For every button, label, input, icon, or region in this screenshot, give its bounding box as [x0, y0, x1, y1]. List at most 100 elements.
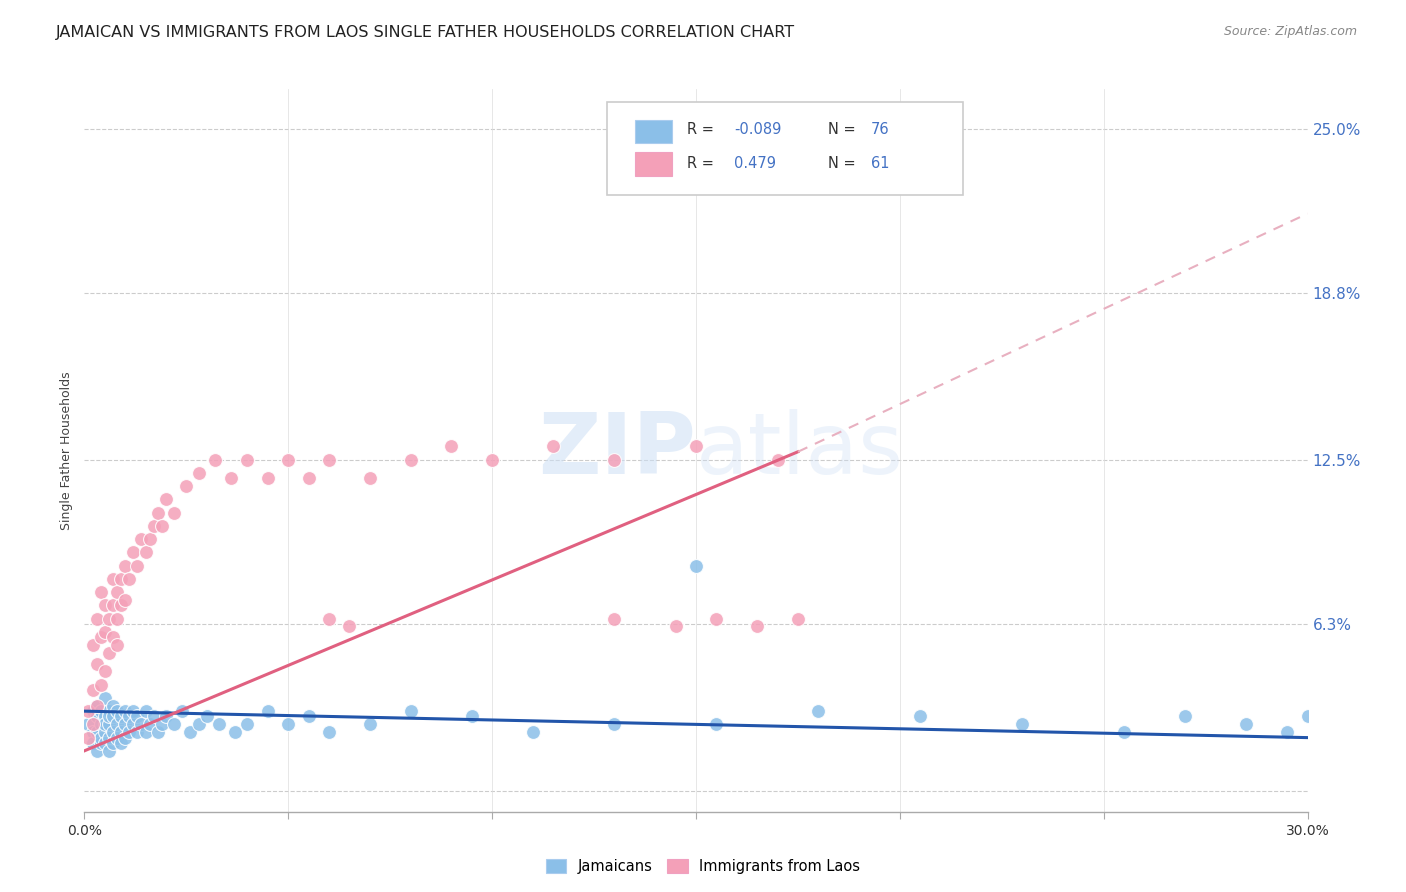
Point	[114, 593, 136, 607]
Point	[105, 731, 128, 745]
Point	[257, 471, 280, 485]
Point	[122, 545, 145, 559]
Point	[90, 678, 112, 692]
Point	[543, 440, 565, 454]
Point	[82, 736, 104, 750]
Point	[82, 638, 104, 652]
Point	[77, 704, 100, 718]
Text: Source: ZipAtlas.com: Source: ZipAtlas.com	[1223, 25, 1357, 38]
Point	[86, 698, 108, 713]
Point	[131, 717, 153, 731]
Point	[146, 725, 169, 739]
Point	[298, 471, 321, 485]
Point	[90, 736, 112, 750]
Point	[298, 709, 321, 723]
Point	[172, 704, 194, 718]
Point	[93, 665, 115, 679]
Text: R =: R =	[688, 122, 718, 137]
Point	[93, 736, 115, 750]
Point	[118, 572, 141, 586]
Point	[399, 704, 422, 718]
Point	[665, 619, 688, 633]
Point	[138, 532, 160, 546]
Point	[127, 558, 149, 573]
Point	[1011, 717, 1033, 731]
Point	[685, 440, 707, 454]
Point	[110, 736, 132, 750]
Point	[1236, 717, 1258, 731]
Point	[146, 506, 169, 520]
Point	[105, 717, 128, 731]
Point	[77, 717, 100, 731]
Point	[747, 619, 769, 633]
Point	[135, 545, 157, 559]
Point	[97, 704, 120, 718]
Point	[90, 717, 112, 731]
Point	[114, 558, 136, 573]
Point	[110, 599, 132, 613]
Point	[163, 506, 186, 520]
Point	[82, 717, 104, 731]
Legend: Jamaicans, Immigrants from Laos: Jamaicans, Immigrants from Laos	[540, 854, 866, 880]
Point	[807, 704, 830, 718]
Point	[685, 558, 707, 573]
Point	[461, 709, 484, 723]
Point	[118, 725, 141, 739]
Point	[787, 611, 810, 625]
Point	[399, 452, 422, 467]
Point	[155, 492, 177, 507]
Point	[127, 709, 149, 723]
Point	[1114, 725, 1136, 739]
Point	[110, 709, 132, 723]
Point	[1174, 709, 1197, 723]
Point	[105, 611, 128, 625]
Point	[127, 725, 149, 739]
Text: R =: R =	[688, 156, 718, 171]
Point	[603, 611, 626, 625]
Point	[910, 709, 932, 723]
Point	[97, 717, 120, 731]
Point	[1296, 709, 1319, 723]
Point	[101, 736, 124, 750]
Point	[101, 709, 124, 723]
Point	[93, 599, 115, 613]
Point	[150, 717, 173, 731]
Point	[105, 638, 128, 652]
Point	[179, 725, 201, 739]
FancyBboxPatch shape	[636, 120, 672, 144]
Point	[86, 709, 108, 723]
Point	[77, 731, 100, 745]
Point	[522, 725, 544, 739]
Point	[603, 717, 626, 731]
Point	[204, 452, 226, 467]
Point	[150, 519, 173, 533]
FancyBboxPatch shape	[606, 103, 963, 194]
Point	[122, 704, 145, 718]
Point	[93, 690, 115, 705]
Point	[101, 599, 124, 613]
Point	[236, 452, 259, 467]
Point	[318, 452, 340, 467]
Point	[155, 709, 177, 723]
Text: 76: 76	[870, 122, 890, 137]
Point	[277, 717, 299, 731]
Point	[101, 698, 124, 713]
Point	[359, 471, 381, 485]
Point	[93, 709, 115, 723]
Point	[766, 452, 789, 467]
Point	[105, 585, 128, 599]
Point	[174, 479, 197, 493]
Point	[97, 731, 120, 745]
Point	[318, 611, 340, 625]
Point	[114, 717, 136, 731]
Point	[97, 744, 120, 758]
Text: N =: N =	[828, 156, 860, 171]
FancyBboxPatch shape	[636, 152, 672, 176]
Point	[135, 725, 157, 739]
Point	[101, 630, 124, 644]
Text: atlas: atlas	[696, 409, 904, 492]
Point	[208, 717, 231, 731]
Point	[706, 717, 728, 731]
Point	[135, 704, 157, 718]
Text: JAMAICAN VS IMMIGRANTS FROM LAOS SINGLE FATHER HOUSEHOLDS CORRELATION CHART: JAMAICAN VS IMMIGRANTS FROM LAOS SINGLE …	[56, 25, 796, 40]
